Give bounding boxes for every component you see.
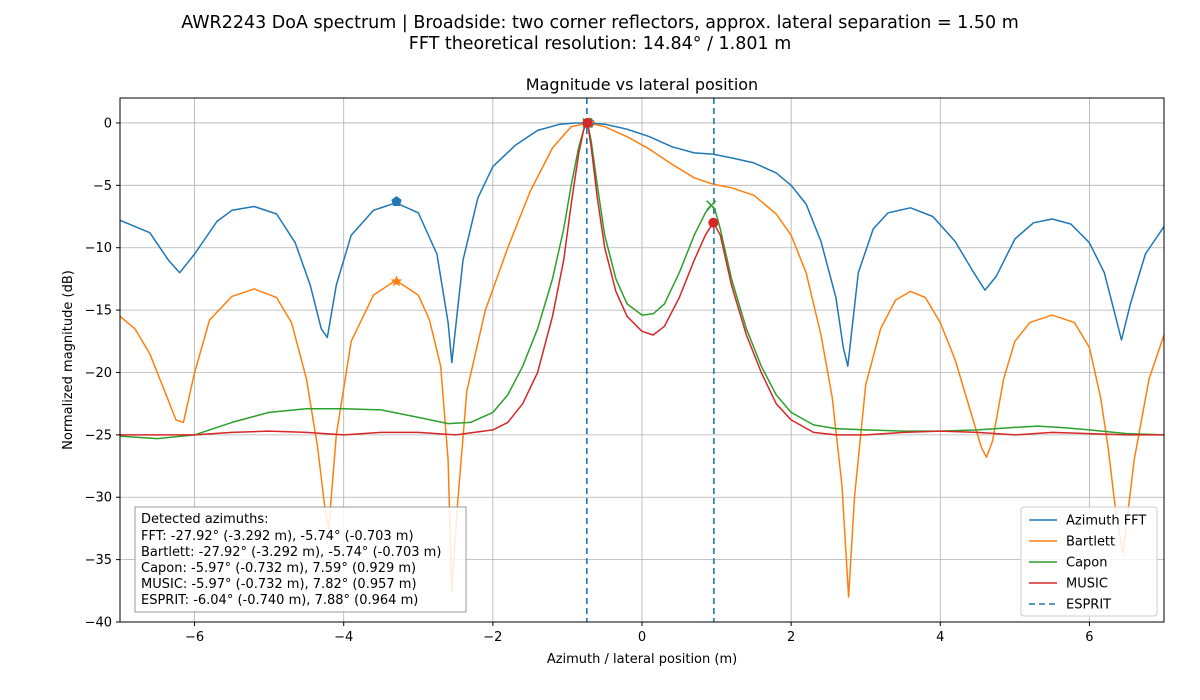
y-tick-label: −30: [85, 491, 112, 506]
series-line-capon: [120, 122, 1164, 440]
peak-marker-music: [708, 217, 719, 228]
x-tick-label: 0: [638, 630, 646, 645]
peak-marker-capon: [706, 200, 717, 211]
annotation-line: MUSIC: -5.97° (-0.732 m), 7.82° (0.957 m…: [141, 577, 417, 592]
chart-suptitle-line1: AWR2243 DoA spectrum | Broadside: two co…: [181, 13, 1019, 33]
y-tick-label: −20: [85, 366, 112, 381]
peak-marker-bartlett: [390, 275, 403, 287]
y-tick-label: −15: [85, 304, 112, 319]
x-tick-label: −6: [185, 630, 204, 645]
x-tick-label: 2: [787, 630, 795, 645]
grid-layer: [120, 98, 1164, 623]
y-tick-label: −25: [85, 428, 112, 443]
peak-marker-azimuth-fft: [391, 196, 402, 206]
y-axis-label: Normalized magnitude (dB): [61, 270, 76, 450]
chart-suptitle-line2: FFT theoretical resolution: 14.84° / 1.8…: [409, 34, 792, 54]
annotation-frame: [134, 506, 467, 613]
series-line-music: [120, 122, 1164, 436]
annotation-line: Detected azimuths:: [141, 512, 269, 527]
legend-label: Capon: [1066, 556, 1108, 571]
detected-azimuths-box: Detected azimuths: FFT: -27.92° (-3.292 …: [134, 506, 467, 613]
y-tick-label: −10: [85, 241, 112, 256]
legend-label: ESPRIT: [1066, 598, 1111, 613]
series-line-azimuth-fft: [120, 122, 1164, 367]
annotation-line: Capon: -5.97° (-0.732 m), 7.59° (0.929 m…: [141, 561, 416, 576]
marker-layer: [390, 117, 719, 287]
y-tick-label: 0: [104, 116, 112, 131]
annotation-line: Bartlett: -27.92° (-3.292 m), -5.74° (-0…: [141, 545, 441, 560]
series-layer: [120, 122, 1164, 598]
x-tick-label: −2: [483, 630, 502, 645]
tick-layer: −6 −4 −2 0 2 4 60−5−10−15−20−25−30−35−40: [85, 116, 1094, 645]
legend-label: MUSIC: [1066, 577, 1108, 592]
peak-marker-music: [582, 117, 593, 128]
x-tick-label: 6: [1085, 630, 1093, 645]
legend-label: Bartlett: [1066, 535, 1115, 550]
legend-label: Azimuth FFT: [1066, 514, 1146, 529]
y-tick-label: −40: [85, 616, 112, 631]
x-axis-label: Azimuth / lateral position (m): [547, 652, 737, 667]
x-tick-label: −4: [334, 630, 353, 645]
y-tick-label: −5: [93, 179, 112, 194]
esprit-layer: [586, 98, 715, 622]
annotation-line: ESPRIT: -6.04° (-0.740 m), 7.88° (0.964 …: [141, 593, 418, 608]
legend-frame: [1020, 506, 1158, 617]
legend: Azimuth FFT Bartlett Capon MUSIC ESPRIT: [1020, 506, 1158, 617]
y-tick-label: −35: [85, 553, 112, 568]
x-tick-label: 4: [936, 630, 944, 645]
chart-title: Magnitude vs lateral position: [526, 75, 758, 94]
series-line-bartlett: [120, 122, 1164, 598]
annotation-line: FFT: -27.92° (-3.292 m), -5.74° (-0.703 …: [141, 529, 414, 544]
